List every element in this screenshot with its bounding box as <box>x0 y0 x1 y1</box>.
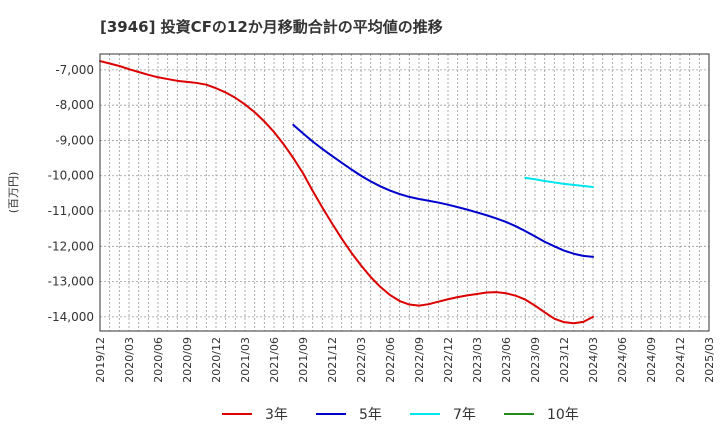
x-tick-label: 2019/12 <box>94 337 107 383</box>
legend: 3年 5年 7年 10年 <box>222 407 579 423</box>
legend-label: 5年 <box>359 407 382 423</box>
x-tick-label: 2021/09 <box>297 337 310 383</box>
series-lines <box>99 60 594 325</box>
y-tick-label: -7,000 <box>55 63 94 77</box>
x-tick-label: 2023/09 <box>529 337 542 383</box>
y-axis-label: (百万円) <box>7 172 20 214</box>
legend-label: 3年 <box>265 407 288 423</box>
series-line-5年 <box>292 123 594 258</box>
x-tick-label: 2024/09 <box>645 337 658 383</box>
x-tick-label: 2024/03 <box>587 337 600 383</box>
x-tick-label: 2024/06 <box>616 337 629 383</box>
x-tick-label: 2023/03 <box>471 337 484 383</box>
x-tick-label: 2020/03 <box>123 337 136 383</box>
y-tick-label: -9,000 <box>55 133 94 147</box>
x-tick-label: 2022/12 <box>442 337 455 383</box>
x-tick-label: 2022/03 <box>355 337 368 383</box>
x-tick-label: 2021/03 <box>239 337 252 383</box>
x-tick-label: 2023/06 <box>500 337 513 383</box>
x-tick-label: 2025/03 <box>703 337 716 383</box>
series-line-3年 <box>99 60 594 325</box>
x-axis-ticks: 2019/12 2020/03 2020/06 2020/09 2020/12 2021/… <box>94 337 716 383</box>
plot-frame <box>99 53 710 332</box>
x-tick-label: 2024/12 <box>674 337 687 383</box>
x-tick-label: 2023/12 <box>558 337 571 383</box>
x-tick-label: 2021/12 <box>326 337 339 383</box>
y-tick-label: -8,000 <box>55 98 94 112</box>
x-tick-label: 2021/06 <box>268 337 281 383</box>
x-tick-label: 2022/09 <box>413 337 426 383</box>
y-tick-label: -11,000 <box>48 204 94 218</box>
x-tick-label: 2020/09 <box>181 337 194 383</box>
y-tick-label: -10,000 <box>48 169 94 183</box>
legend-label: 10年 <box>547 407 579 423</box>
chart-title: [3946] 投資CFの12か月移動合計の平均値の推移 <box>100 18 443 36</box>
series-line-7年 <box>524 176 594 189</box>
y-tick-label: -13,000 <box>48 275 94 289</box>
y-tick-label: -14,000 <box>48 310 94 324</box>
x-tick-label: 2020/06 <box>152 337 165 383</box>
y-tick-label: -12,000 <box>48 239 94 253</box>
x-tick-label: 2020/12 <box>210 337 223 383</box>
grid <box>99 54 710 331</box>
y-axis-ticks: -14,000 -13,000 -12,000 -11,000 -10,000 -9,00… <box>48 63 94 324</box>
x-tick-label: 2022/06 <box>384 337 397 383</box>
legend-label: 7年 <box>453 407 476 423</box>
